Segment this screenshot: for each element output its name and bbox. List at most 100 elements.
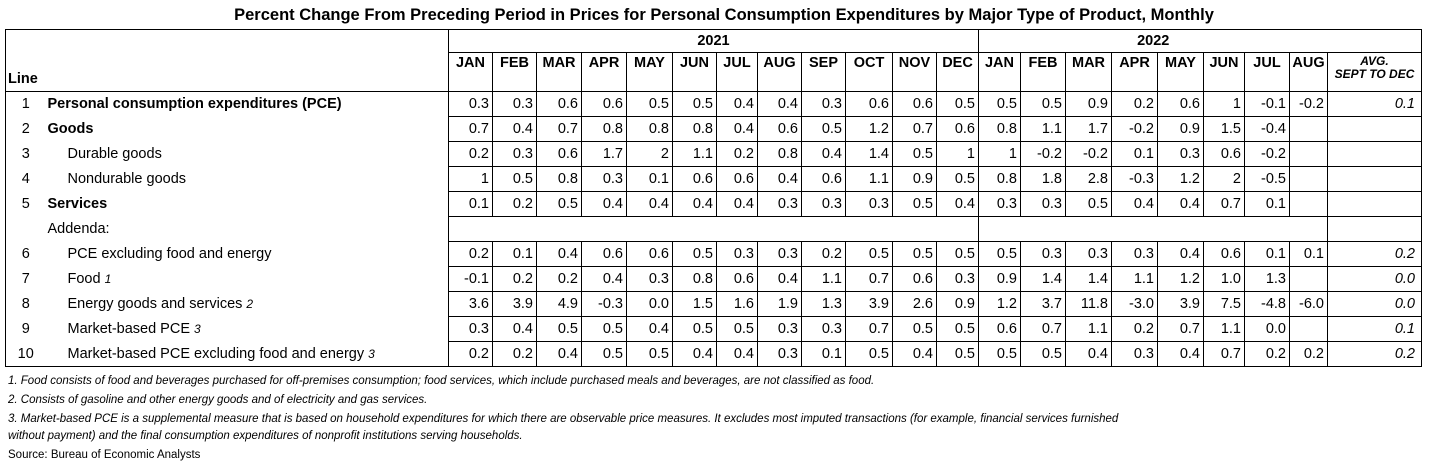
value-cell-2021: 0.2	[492, 191, 537, 217]
value-cell-2021: 0.5	[936, 91, 979, 117]
footnote-ref: 1	[104, 272, 112, 286]
month-header-2021: JUL	[716, 52, 758, 92]
avg-value-cell	[1327, 116, 1422, 142]
value-cell-2022: 0.8	[978, 166, 1021, 192]
line-number: 2	[5, 116, 46, 142]
value-cell-2022: 0.1	[1244, 191, 1290, 217]
value-cell-2021: 0.3	[936, 266, 979, 292]
value-cell-2021: 0.7	[845, 316, 893, 342]
value-cell-2022: 3.9	[1157, 291, 1204, 317]
avg-value-cell: 0.2	[1327, 241, 1422, 267]
value-cell-2021: 0.3	[845, 191, 893, 217]
footnote-3-cont: without payment) and the final consumpti…	[8, 430, 523, 442]
value-cell-2021: 0.6	[672, 166, 717, 192]
value-cell-2021: 0.6	[716, 266, 758, 292]
line-number: 4	[5, 166, 46, 192]
line-number: 7	[5, 266, 46, 292]
month-header-2022: MAY	[1157, 52, 1204, 92]
row-label-text: Market-based PCE excluding food and ener…	[67, 345, 365, 362]
row-label: PCE excluding food and energy	[46, 242, 449, 267]
value-cell-2021: 0.6	[536, 91, 582, 117]
value-cell-2022: 0.6	[1157, 91, 1204, 117]
source-note: Source: Bureau of Economic Analysts	[8, 449, 201, 461]
value-cell-2022: 1.1	[1203, 316, 1245, 342]
footnote-2: 2. Consists of gasoline and other energy…	[8, 394, 428, 406]
month-header-2022: JAN	[978, 52, 1021, 92]
value-cell-2021: 1.7	[581, 141, 627, 167]
value-cell-2021: 0.5	[892, 316, 937, 342]
value-cell-2021: 0.4	[892, 341, 937, 367]
month-header-2022: JUL	[1244, 52, 1290, 92]
table-row: 5 Services 0.1 0.2 0.5 0.4 0.4 0.4 0.4 0.3 0.3 0.3 0…	[5, 191, 1422, 217]
value-cell-2022: 0.2	[1244, 341, 1290, 367]
value-cell-2022: 1	[1203, 91, 1245, 117]
value-cell-2022: 0.7	[1203, 341, 1245, 367]
avg-value-cell: 0.2	[1327, 341, 1422, 367]
header-year-row: Line 2021 2022	[5, 29, 1422, 92]
value-cell-2021: 4.9	[536, 291, 582, 317]
month-header-2021: NOV	[892, 52, 937, 92]
value-cell-2021: 0.4	[581, 266, 627, 292]
value-cell-2022: 0.9	[1157, 116, 1204, 142]
value-cell-2021: 0.4	[757, 266, 802, 292]
value-cell-2021: 0.5	[936, 316, 979, 342]
value-cell-2021: 3.9	[845, 291, 893, 317]
value-cell-2021: 0.4	[492, 116, 537, 142]
table-row: 7 Food 1 -0.1 0.2 0.2 0.4 0.3 0.8 0.6 0.4 1.1 0.7 0.6…	[5, 266, 1422, 292]
value-cell-2022: -6.0	[1289, 291, 1328, 317]
avg-value-cell: 0.1	[1327, 316, 1422, 342]
value-cell-2021: 0.4	[936, 191, 979, 217]
value-cell-2021: 0.8	[672, 266, 717, 292]
row-label: Market-based PCE 3	[46, 317, 449, 342]
value-cell-2022: 1.4	[1065, 266, 1112, 292]
header-month-row: JAN FEB MAR APR MAY JUN JUL AUG SEP OCT NOV DEC JAN F…	[6, 52, 1422, 92]
value-cell-2021: 0.3	[757, 241, 802, 267]
value-cell-2022: 0.4	[1157, 241, 1204, 267]
value-cell-2022: 0.3	[1020, 241, 1066, 267]
table-row: 3 Durable goods 0.2 0.3 0.6 1.7 2 1.1 0.2 0.8 0.4 1…	[5, 141, 1422, 167]
value-cell-2022: 0.6	[978, 316, 1021, 342]
value-cell-2022: -0.2	[1111, 116, 1158, 142]
value-cell-2021: 0.5	[936, 241, 979, 267]
value-cell-2021: 1	[936, 141, 979, 167]
value-cell-2021: 0.3	[801, 191, 846, 217]
value-cell-2021: 0.8	[757, 141, 802, 167]
value-cell-2022: 0.4	[1065, 341, 1112, 367]
value-cell-2021: 0.5	[716, 316, 758, 342]
value-cell-2022: -0.2	[1020, 141, 1066, 167]
value-cell-2022: 0.6	[1203, 241, 1245, 267]
month-header-2021: AUG	[757, 52, 802, 92]
value-cell-2021: 0.3	[757, 316, 802, 342]
value-cell-2021: 1.3	[801, 291, 846, 317]
value-cell-2021: 0.8	[536, 166, 582, 192]
line-number: 8	[5, 291, 46, 317]
value-cell-2021: 0.7	[892, 116, 937, 142]
value-cell-2022: 1.1	[1020, 116, 1066, 142]
row-label-text: Personal consumption expenditures (PCE)	[47, 96, 342, 113]
line-number: 9	[5, 316, 46, 342]
value-cell-2021: 0.2	[492, 266, 537, 292]
footnote-3: 3. Market-based PCE is a supplemental me…	[8, 413, 1119, 425]
value-cell-2021: 0.6	[757, 116, 802, 142]
value-cell-2021: 3.6	[448, 291, 493, 317]
pce-table: Line 2021 2022 JAN FEB MAR APR MAY JUN JUL AUG SEP O…	[5, 29, 1422, 367]
row-label: Nondurable goods	[46, 167, 449, 192]
value-cell-2022: 0.7	[1020, 316, 1066, 342]
value-cell-2022: 11.8	[1065, 291, 1112, 317]
value-cell-2021: 0.8	[581, 116, 627, 142]
value-cell-2021: 0.1	[626, 166, 673, 192]
value-cell-2021: 0.1	[492, 241, 537, 267]
value-cell-2022: 1.7	[1065, 116, 1112, 142]
value-cell-2022: 1.3	[1244, 266, 1290, 292]
value-cell-2021: 0.5	[936, 166, 979, 192]
value-cell-2022	[1289, 116, 1328, 142]
value-cell-2021: 0.5	[672, 316, 717, 342]
value-cell-2022: 0.5	[978, 241, 1021, 267]
avg-value-cell: 0.0	[1327, 291, 1422, 317]
value-cell-2021: 0.4	[716, 341, 758, 367]
value-cell-2021: 0.5	[892, 191, 937, 217]
value-cell-2021: 0.4	[716, 191, 758, 217]
value-cell-2022: 0.1	[1111, 141, 1158, 167]
value-cell-2022: 0.4	[1157, 341, 1204, 367]
value-cell-2021: 0.5	[581, 341, 627, 367]
